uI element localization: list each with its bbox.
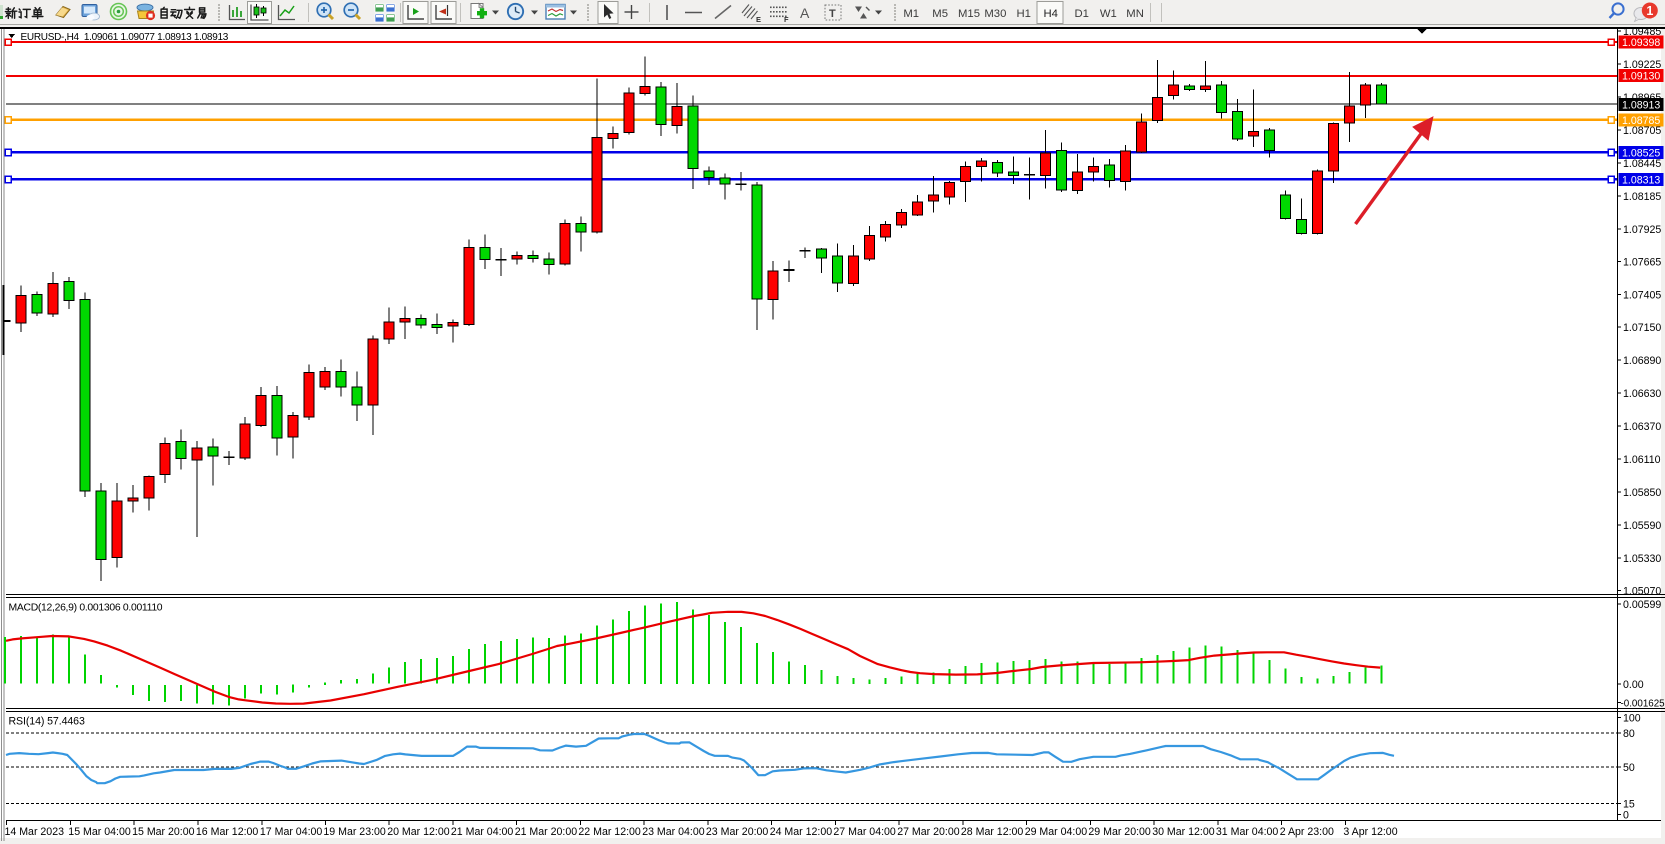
svg-text:29 Mar 04:00: 29 Mar 04:00 [1025,826,1088,838]
svg-text:21 Mar 04:00: 21 Mar 04:00 [451,826,514,838]
svg-text:1.05330: 1.05330 [1623,553,1661,565]
svg-text:W1: W1 [1100,8,1117,20]
svg-text:80: 80 [1623,728,1635,740]
svg-text:1.06890: 1.06890 [1623,355,1661,367]
svg-text:T: T [829,8,836,20]
svg-text:29 Mar 20:00: 29 Mar 20:00 [1088,826,1151,838]
svg-text:3 Apr 12:00: 3 Apr 12:00 [1343,826,1397,838]
svg-text:1.07150: 1.07150 [1623,322,1661,334]
svg-text:14 Mar 2023: 14 Mar 2023 [5,826,65,838]
svg-text:30 Mar 12:00: 30 Mar 12:00 [1152,826,1215,838]
svg-text:1: 1 [1646,4,1653,18]
svg-text:15 Mar 20:00: 15 Mar 20:00 [132,826,195,838]
svg-text:23 Mar 04:00: 23 Mar 04:00 [642,826,705,838]
svg-text:1.07405: 1.07405 [1623,290,1661,302]
svg-text:1.09485: 1.09485 [1623,26,1661,38]
svg-text:1.05590: 1.05590 [1623,520,1661,532]
svg-text:21 Mar 20:00: 21 Mar 20:00 [515,826,578,838]
svg-text:1.06110: 1.06110 [1623,454,1661,466]
svg-text:19 Mar 23:00: 19 Mar 23:00 [323,826,386,838]
svg-text:24 Mar 12:00: 24 Mar 12:00 [770,826,833,838]
svg-text:1.08313: 1.08313 [1622,174,1660,186]
svg-text:1.08705: 1.08705 [1623,125,1661,137]
svg-text:1.08785: 1.08785 [1622,115,1660,127]
svg-text:H1: H1 [1017,8,1031,20]
svg-text:E: E [756,15,761,24]
svg-text:0.00599: 0.00599 [1623,599,1661,611]
svg-text:EURUSD-,H4 1.09061 1.09077 1.: EURUSD-,H4 1.09061 1.09077 1.08913 1.089… [21,32,229,43]
svg-text:27 Mar 20:00: 27 Mar 20:00 [897,826,960,838]
svg-text:A: A [800,5,810,21]
svg-text:2 Apr 23:00: 2 Apr 23:00 [1280,826,1334,838]
svg-text:M1: M1 [903,8,919,20]
svg-text:20 Mar 12:00: 20 Mar 12:00 [387,826,450,838]
svg-text:1.06630: 1.06630 [1623,388,1661,400]
svg-text:1.08185: 1.08185 [1623,191,1661,203]
svg-text:16 Mar 12:00: 16 Mar 12:00 [196,826,259,838]
svg-text:28 Mar 12:00: 28 Mar 12:00 [961,826,1024,838]
svg-text:27 Mar 04:00: 27 Mar 04:00 [833,826,896,838]
svg-text:M15: M15 [958,8,980,20]
svg-text:1.05070: 1.05070 [1623,586,1661,598]
svg-text:0: 0 [1623,810,1629,822]
svg-text:1.06370: 1.06370 [1623,421,1661,433]
svg-text:1.07665: 1.07665 [1623,257,1661,269]
svg-text:22 Mar 12:00: 22 Mar 12:00 [578,826,641,838]
svg-text:M30: M30 [984,8,1006,20]
svg-text:0.00: 0.00 [1623,679,1644,691]
svg-text:17 Mar 04:00: 17 Mar 04:00 [260,826,323,838]
svg-text:1.07925: 1.07925 [1623,224,1661,236]
svg-text:15 Mar 04:00: 15 Mar 04:00 [68,826,131,838]
svg-text:100: 100 [1623,713,1641,725]
svg-text:D1: D1 [1075,8,1089,20]
svg-text:1.09130: 1.09130 [1622,71,1660,83]
svg-text:M5: M5 [932,8,948,20]
svg-text:1.08913: 1.08913 [1622,99,1660,111]
svg-text:RSI(14) 57.4463: RSI(14) 57.4463 [9,716,85,728]
svg-text:1.05850: 1.05850 [1623,487,1661,499]
svg-text:1.09225: 1.09225 [1623,59,1661,71]
svg-text:31 Mar 04:00: 31 Mar 04:00 [1216,826,1279,838]
svg-text:50: 50 [1623,762,1635,774]
svg-text:1.08525: 1.08525 [1622,147,1660,159]
svg-text:1.09398: 1.09398 [1622,37,1660,49]
svg-text:-0.001625: -0.001625 [1621,699,1665,710]
svg-text:15: 15 [1623,799,1635,811]
svg-text:1.08445: 1.08445 [1623,158,1661,170]
svg-text:F: F [784,15,789,24]
svg-text:23 Mar 20:00: 23 Mar 20:00 [706,826,769,838]
svg-text:MACD(12,26,9) 0.001306 0.00111: MACD(12,26,9) 0.001306 0.001110 [9,603,163,614]
svg-text:H4: H4 [1044,8,1058,20]
svg-text:MN: MN [1126,8,1144,20]
